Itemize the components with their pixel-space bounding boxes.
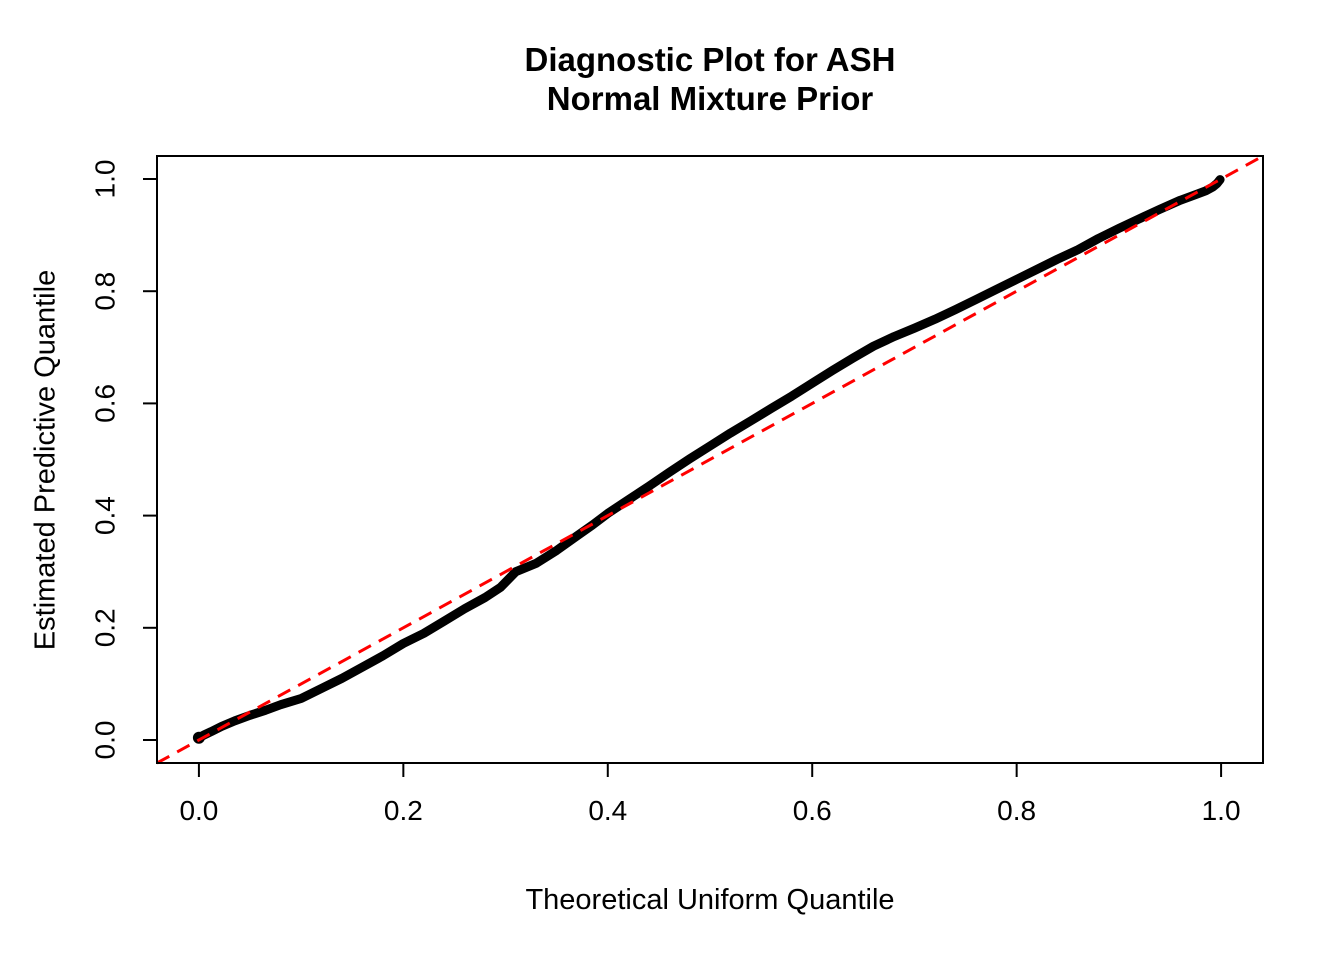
curve-start-point bbox=[192, 731, 205, 744]
x-tick-label: 0.2 bbox=[384, 795, 423, 826]
y-tick-label: 0.2 bbox=[89, 608, 120, 647]
x-tick-label: 0.0 bbox=[179, 795, 218, 826]
reference-line bbox=[156, 154, 1264, 765]
y-tick-label: 0.4 bbox=[89, 496, 120, 535]
y-tick-label: 1.0 bbox=[89, 160, 120, 199]
x-tick-label: 0.4 bbox=[588, 795, 627, 826]
y-tick-label: 0.0 bbox=[89, 721, 120, 760]
chart-title-line-2: Normal Mixture Prior bbox=[546, 80, 874, 117]
chart-title: Diagnostic Plot for ASH Normal Mixture P… bbox=[157, 40, 1263, 118]
chart-title-line-1: Diagnostic Plot for ASH bbox=[524, 41, 896, 78]
y-axis-title: Estimated Predictive Quantile bbox=[29, 269, 62, 651]
x-axis-title: Theoretical Uniform Quantile bbox=[525, 884, 895, 916]
x-tick-label: 0.8 bbox=[997, 795, 1036, 826]
y-tick-label: 0.6 bbox=[89, 384, 120, 423]
plot-box bbox=[156, 155, 1264, 764]
x-tick-label: 1.0 bbox=[1202, 795, 1241, 826]
y-tick-label: 0.8 bbox=[89, 272, 120, 311]
empirical-curve bbox=[194, 175, 1225, 743]
x-tick-label: 0.6 bbox=[793, 795, 832, 826]
